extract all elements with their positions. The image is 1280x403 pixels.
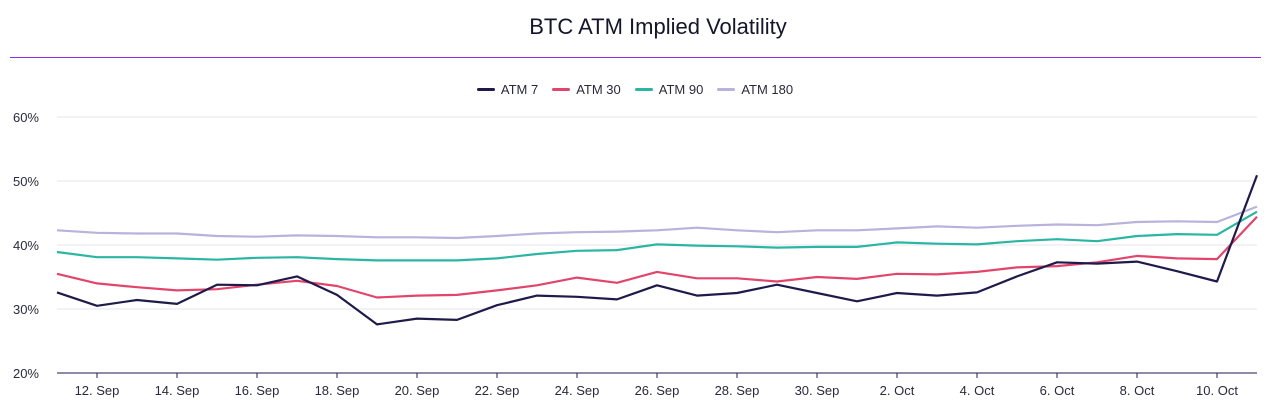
x-tick-label: 8. Oct	[1120, 383, 1155, 398]
legend-item-atm-7[interactable]: ATM 7	[476, 82, 539, 97]
x-tick-label: 12. Sep	[75, 383, 120, 398]
x-tick-label: 24. Sep	[555, 383, 600, 398]
legend-label: ATM 90	[658, 82, 704, 97]
series-line-atm-7[interactable]	[56, 174, 1259, 326]
x-tick-label: 10. Oct	[1196, 383, 1238, 398]
title-divider	[10, 57, 1261, 58]
x-tick-label: 2. Oct	[880, 383, 915, 398]
legend-swatch	[552, 88, 571, 91]
x-tick-label: 22. Sep	[475, 383, 520, 398]
x-tick-label: 30. Sep	[795, 383, 840, 398]
y-tick-label: 60%	[13, 110, 39, 125]
chart-title: BTC ATM Implied Volatility	[529, 14, 787, 39]
legend-label: ATM 30	[576, 82, 621, 97]
x-tick-label: 18. Sep	[315, 383, 360, 398]
legend-label: ATM 7	[500, 82, 539, 97]
legend-item-atm-30[interactable]: ATM 30	[552, 82, 621, 97]
series-line-atm-180[interactable]	[56, 205, 1258, 240]
x-tick-label: 6. Oct	[1040, 383, 1075, 398]
legend-swatch	[634, 88, 653, 91]
legend-label: ATM 180	[741, 82, 794, 97]
legend-item-atm-180[interactable]: ATM 180	[717, 82, 793, 97]
legend-swatch	[476, 88, 495, 91]
y-tick-label: 50%	[13, 174, 39, 189]
legend-item-atm-90[interactable]: ATM 90	[634, 82, 704, 97]
x-tick-label: 16. Sep	[235, 383, 280, 398]
legend-swatch	[717, 88, 736, 91]
y-tick-label: 30%	[13, 302, 39, 317]
y-tick-label: 20%	[13, 366, 39, 381]
y-tick-label: 40%	[13, 238, 39, 253]
x-tick-label: 14. Sep	[155, 383, 200, 398]
x-tick-label: 4. Oct	[960, 383, 995, 398]
x-tick-label: 26. Sep	[635, 383, 680, 398]
series-line-atm-90[interactable]	[56, 210, 1258, 262]
x-tick-label: 20. Sep	[395, 383, 440, 398]
legend: ATM 7 ATM 30 ATM 90 ATM 180	[0, 82, 1270, 97]
x-tick-label: 28. Sep	[715, 383, 760, 398]
